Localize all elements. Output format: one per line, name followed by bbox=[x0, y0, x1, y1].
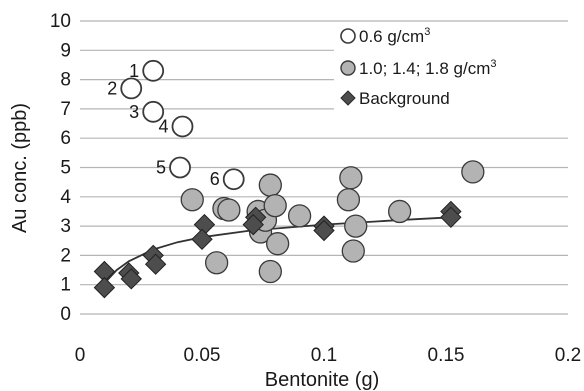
open-circle-point bbox=[142, 59, 165, 82]
x-axis-ticks: 0 0.05 0.1 0.15 0.2 bbox=[75, 345, 582, 366]
y-tick-label: 2 bbox=[60, 245, 71, 266]
y-tick-label: 8 bbox=[60, 70, 71, 91]
gray-circle-point bbox=[265, 232, 290, 256]
open-circle-point bbox=[222, 168, 245, 191]
legend-label-open: 0.6 g/cm3 bbox=[359, 26, 430, 46]
legend-open-circle-icon bbox=[340, 28, 356, 44]
gray-circle-point bbox=[336, 188, 361, 212]
gray-circle-point bbox=[287, 204, 312, 228]
gray-circle-point bbox=[204, 251, 229, 275]
point-label: 3 bbox=[129, 102, 139, 122]
x-axis-title: Bentonite (g) bbox=[265, 369, 380, 391]
diamond-point bbox=[93, 276, 116, 299]
diamond-point bbox=[440, 206, 462, 229]
gray-circle-point bbox=[180, 188, 204, 212]
x-tick-label: 0.2 bbox=[555, 345, 581, 366]
gray-circle-point bbox=[258, 173, 282, 197]
point-label: 1 bbox=[129, 61, 139, 81]
x-tick-label: 0 bbox=[75, 345, 86, 366]
diamond-point bbox=[191, 228, 213, 250]
diamond-point bbox=[144, 253, 167, 275]
gray-circle-point bbox=[263, 193, 287, 218]
point-label: 5 bbox=[156, 158, 166, 178]
gray-circle-point bbox=[387, 199, 412, 224]
open-circle-point bbox=[171, 115, 194, 138]
y-tick-label: 1 bbox=[60, 275, 71, 296]
y-tick-label: 10 bbox=[50, 11, 71, 32]
gray-circle-point bbox=[341, 239, 365, 263]
y-tick-label: 5 bbox=[60, 158, 71, 179]
x-tick-label: 0.1 bbox=[311, 345, 337, 366]
gray-circle-point bbox=[339, 166, 363, 190]
y-axis-ticks: 0 1 2 3 4 5 6 7 8 9 10 bbox=[50, 11, 72, 325]
y-tick-label: 3 bbox=[60, 216, 71, 237]
point-label: 6 bbox=[210, 169, 220, 189]
y-tick-label: 4 bbox=[60, 187, 71, 208]
y-tick-label: 6 bbox=[60, 128, 71, 149]
point-label: 2 bbox=[107, 78, 117, 98]
open-circle-point bbox=[169, 156, 191, 179]
y-tick-label: 0 bbox=[60, 304, 71, 325]
point-label: 4 bbox=[158, 116, 168, 136]
legend: 0.6 g/cm3 1.0; 1.4; 1.8 g/cm3 Background bbox=[334, 22, 572, 118]
legend-gray-circle-icon bbox=[340, 60, 356, 76]
open-circle-point bbox=[142, 100, 165, 123]
y-tick-label: 7 bbox=[60, 99, 71, 120]
legend-label-background: Background bbox=[359, 89, 450, 108]
diamond-point bbox=[313, 219, 335, 242]
gray-circle-point bbox=[461, 160, 485, 184]
diamond-point bbox=[242, 213, 264, 236]
gray-circle-point bbox=[344, 214, 368, 238]
y-tick-label: 9 bbox=[60, 40, 71, 61]
legend-background bbox=[334, 22, 572, 118]
legend-diamond-icon bbox=[340, 90, 356, 106]
gray-circle-point bbox=[217, 198, 241, 222]
open-circle-point bbox=[120, 77, 143, 100]
legend-label-gray: 1.0; 1.4; 1.8 g/cm3 bbox=[359, 58, 496, 78]
x-tick-label: 0.05 bbox=[184, 345, 221, 366]
y-axis-title: Au conc. (ppb) bbox=[9, 103, 31, 233]
x-tick-label: 0.15 bbox=[428, 345, 465, 366]
diamond-point bbox=[120, 268, 142, 290]
gray-circle-point bbox=[258, 259, 282, 284]
